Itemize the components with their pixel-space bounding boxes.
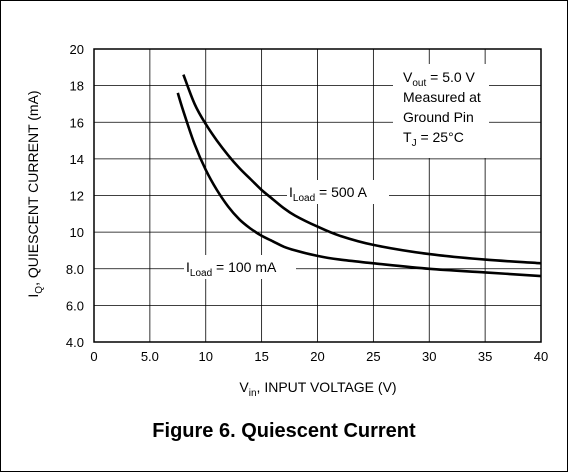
grid bbox=[94, 49, 541, 342]
y-tick-label: 18 bbox=[70, 79, 84, 94]
condition-measured: Measured at bbox=[403, 89, 481, 105]
y-tick-label: 8.0 bbox=[66, 262, 84, 277]
x-ticks: 0 5.0 10 15 20 25 30 35 40 bbox=[90, 349, 548, 364]
y-axis-title: IQ, QUIESCENT CURRENT (mA) bbox=[25, 90, 45, 297]
y-tick-label: 16 bbox=[70, 115, 84, 130]
condition-tj: TJ = 25°C bbox=[403, 129, 464, 149]
label-bg-500a bbox=[287, 180, 389, 204]
y-tick-label: 4.0 bbox=[66, 335, 84, 350]
x-tick-label: 0 bbox=[90, 349, 97, 364]
condition-vout: Vout = 5.0 V bbox=[403, 69, 476, 89]
x-tick-label: 15 bbox=[254, 349, 268, 364]
y-tick-label: 10 bbox=[70, 225, 84, 240]
series-line-500a bbox=[182, 74, 542, 265]
x-tick-label: 25 bbox=[366, 349, 380, 364]
quiescent-current-chart: 0 5.0 10 15 20 25 30 35 40 4.0 6.0 8.0 10 12 14 16 18 20… bbox=[25, 42, 548, 399]
figure-caption: Figure 6. Quiescent Current bbox=[152, 420, 416, 442]
label-bg-100ma bbox=[184, 255, 296, 279]
condition-ground-pin: Ground Pin bbox=[403, 109, 474, 125]
conditions-box bbox=[393, 64, 489, 158]
x-tick-label: 10 bbox=[199, 349, 213, 364]
x-tick-label: 40 bbox=[534, 349, 548, 364]
plot-border bbox=[93, 48, 542, 343]
y-tick-label: 14 bbox=[70, 152, 84, 167]
y-tick-label: 20 bbox=[70, 42, 84, 57]
x-tick-label: 5.0 bbox=[141, 349, 159, 364]
series-line-100ma bbox=[176, 92, 542, 278]
x-axis-title: Vin, INPUT VOLTAGE (V) bbox=[239, 379, 396, 399]
y-tick-label: 6.0 bbox=[66, 298, 84, 313]
series-label-500a: ILoad = 500 A bbox=[289, 184, 368, 204]
x-tick-label: 20 bbox=[310, 349, 324, 364]
x-tick-label: 30 bbox=[422, 349, 436, 364]
series-lines bbox=[176, 74, 542, 278]
y-ticks: 4.0 6.0 8.0 10 12 14 16 18 20 bbox=[66, 42, 84, 350]
y-tick-label: 12 bbox=[70, 189, 84, 204]
x-tick-label: 35 bbox=[478, 349, 492, 364]
series-label-100ma: ILoad = 100 mA bbox=[186, 259, 277, 279]
